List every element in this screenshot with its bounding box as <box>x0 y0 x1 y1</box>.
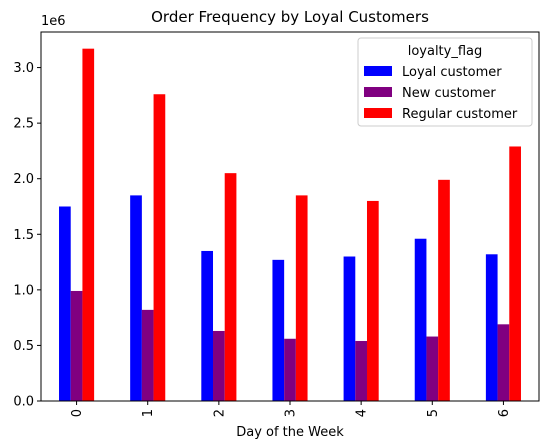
bar-new-customer-day-3 <box>284 338 296 401</box>
x-tick-label: 0 <box>70 409 85 417</box>
x-tick-label: 6 <box>497 409 512 417</box>
bar-loyal-customer-day-2 <box>201 250 214 401</box>
y-tick-label: 2.5 <box>13 117 34 132</box>
bar-regular-customer-day-4 <box>366 200 379 401</box>
legend-entry: New customer <box>402 86 496 101</box>
x-axis-label: Day of the Week <box>236 425 344 440</box>
bar-loyal-customer-day-4 <box>343 256 356 401</box>
bar-loyal-customer-day-0 <box>59 206 71 401</box>
x-tick-label: 5 <box>426 409 441 417</box>
y-tick-label: 3.0 <box>13 61 34 76</box>
bar-loyal-customer-day-3 <box>272 259 285 401</box>
bar-new-customer-day-4 <box>355 340 367 401</box>
y-axis-offset-label: 1e6 <box>41 14 66 29</box>
legend-entry: Regular customer <box>402 107 518 122</box>
x-tick-label: 2 <box>212 409 227 417</box>
x-tick-label: 3 <box>284 409 299 417</box>
bar-regular-customer-day-5 <box>438 179 450 401</box>
bar-regular-customer-day-1 <box>153 94 166 401</box>
y-tick-label: 2.0 <box>13 172 34 187</box>
chart-title: Order Frequency by Loyal Customers <box>151 8 429 26</box>
bar-new-customer-day-1 <box>141 309 154 401</box>
bar-new-customer-day-2 <box>213 330 225 401</box>
legend-swatch <box>364 108 392 118</box>
legend-swatch <box>364 87 392 97</box>
bar-regular-customer-day-0 <box>82 48 95 401</box>
x-tick-label: 1 <box>141 409 156 417</box>
bar-regular-customer-day-6 <box>509 146 521 401</box>
bar-regular-customer-day-3 <box>295 195 308 401</box>
y-axis: 0.0 0.5 1.0 1.5 2.0 2.5 3.0 <box>13 61 41 410</box>
bar-loyal-customer-day-1 <box>130 195 142 401</box>
x-axis: 0 1 2 3 4 5 6 <box>70 401 512 417</box>
y-tick-label: 1.5 <box>13 228 34 243</box>
bar-loyal-customer-day-5 <box>414 238 427 401</box>
plot-frame <box>40 31 540 402</box>
bar-loyal-customer-day-6 <box>485 254 498 401</box>
y-tick-label: 1.0 <box>13 283 34 298</box>
bar-new-customer-day-6 <box>497 324 510 401</box>
y-tick-label: 0.0 <box>13 395 34 410</box>
legend-entry: Loyal customer <box>402 65 502 80</box>
bar-regular-customer-day-2 <box>224 173 237 401</box>
legend-box <box>357 37 533 127</box>
legend-swatch <box>364 66 392 76</box>
y-tick-label: 0.5 <box>13 339 34 354</box>
legend-title: loyalty_flag <box>408 44 483 59</box>
x-tick-label: 4 <box>355 409 370 417</box>
bar-new-customer-day-0 <box>70 290 83 401</box>
bars-group <box>59 48 521 401</box>
bar-new-customer-day-5 <box>426 336 439 401</box>
legend: loyalty_flag Loyal customer New customer Re… <box>357 37 533 127</box>
